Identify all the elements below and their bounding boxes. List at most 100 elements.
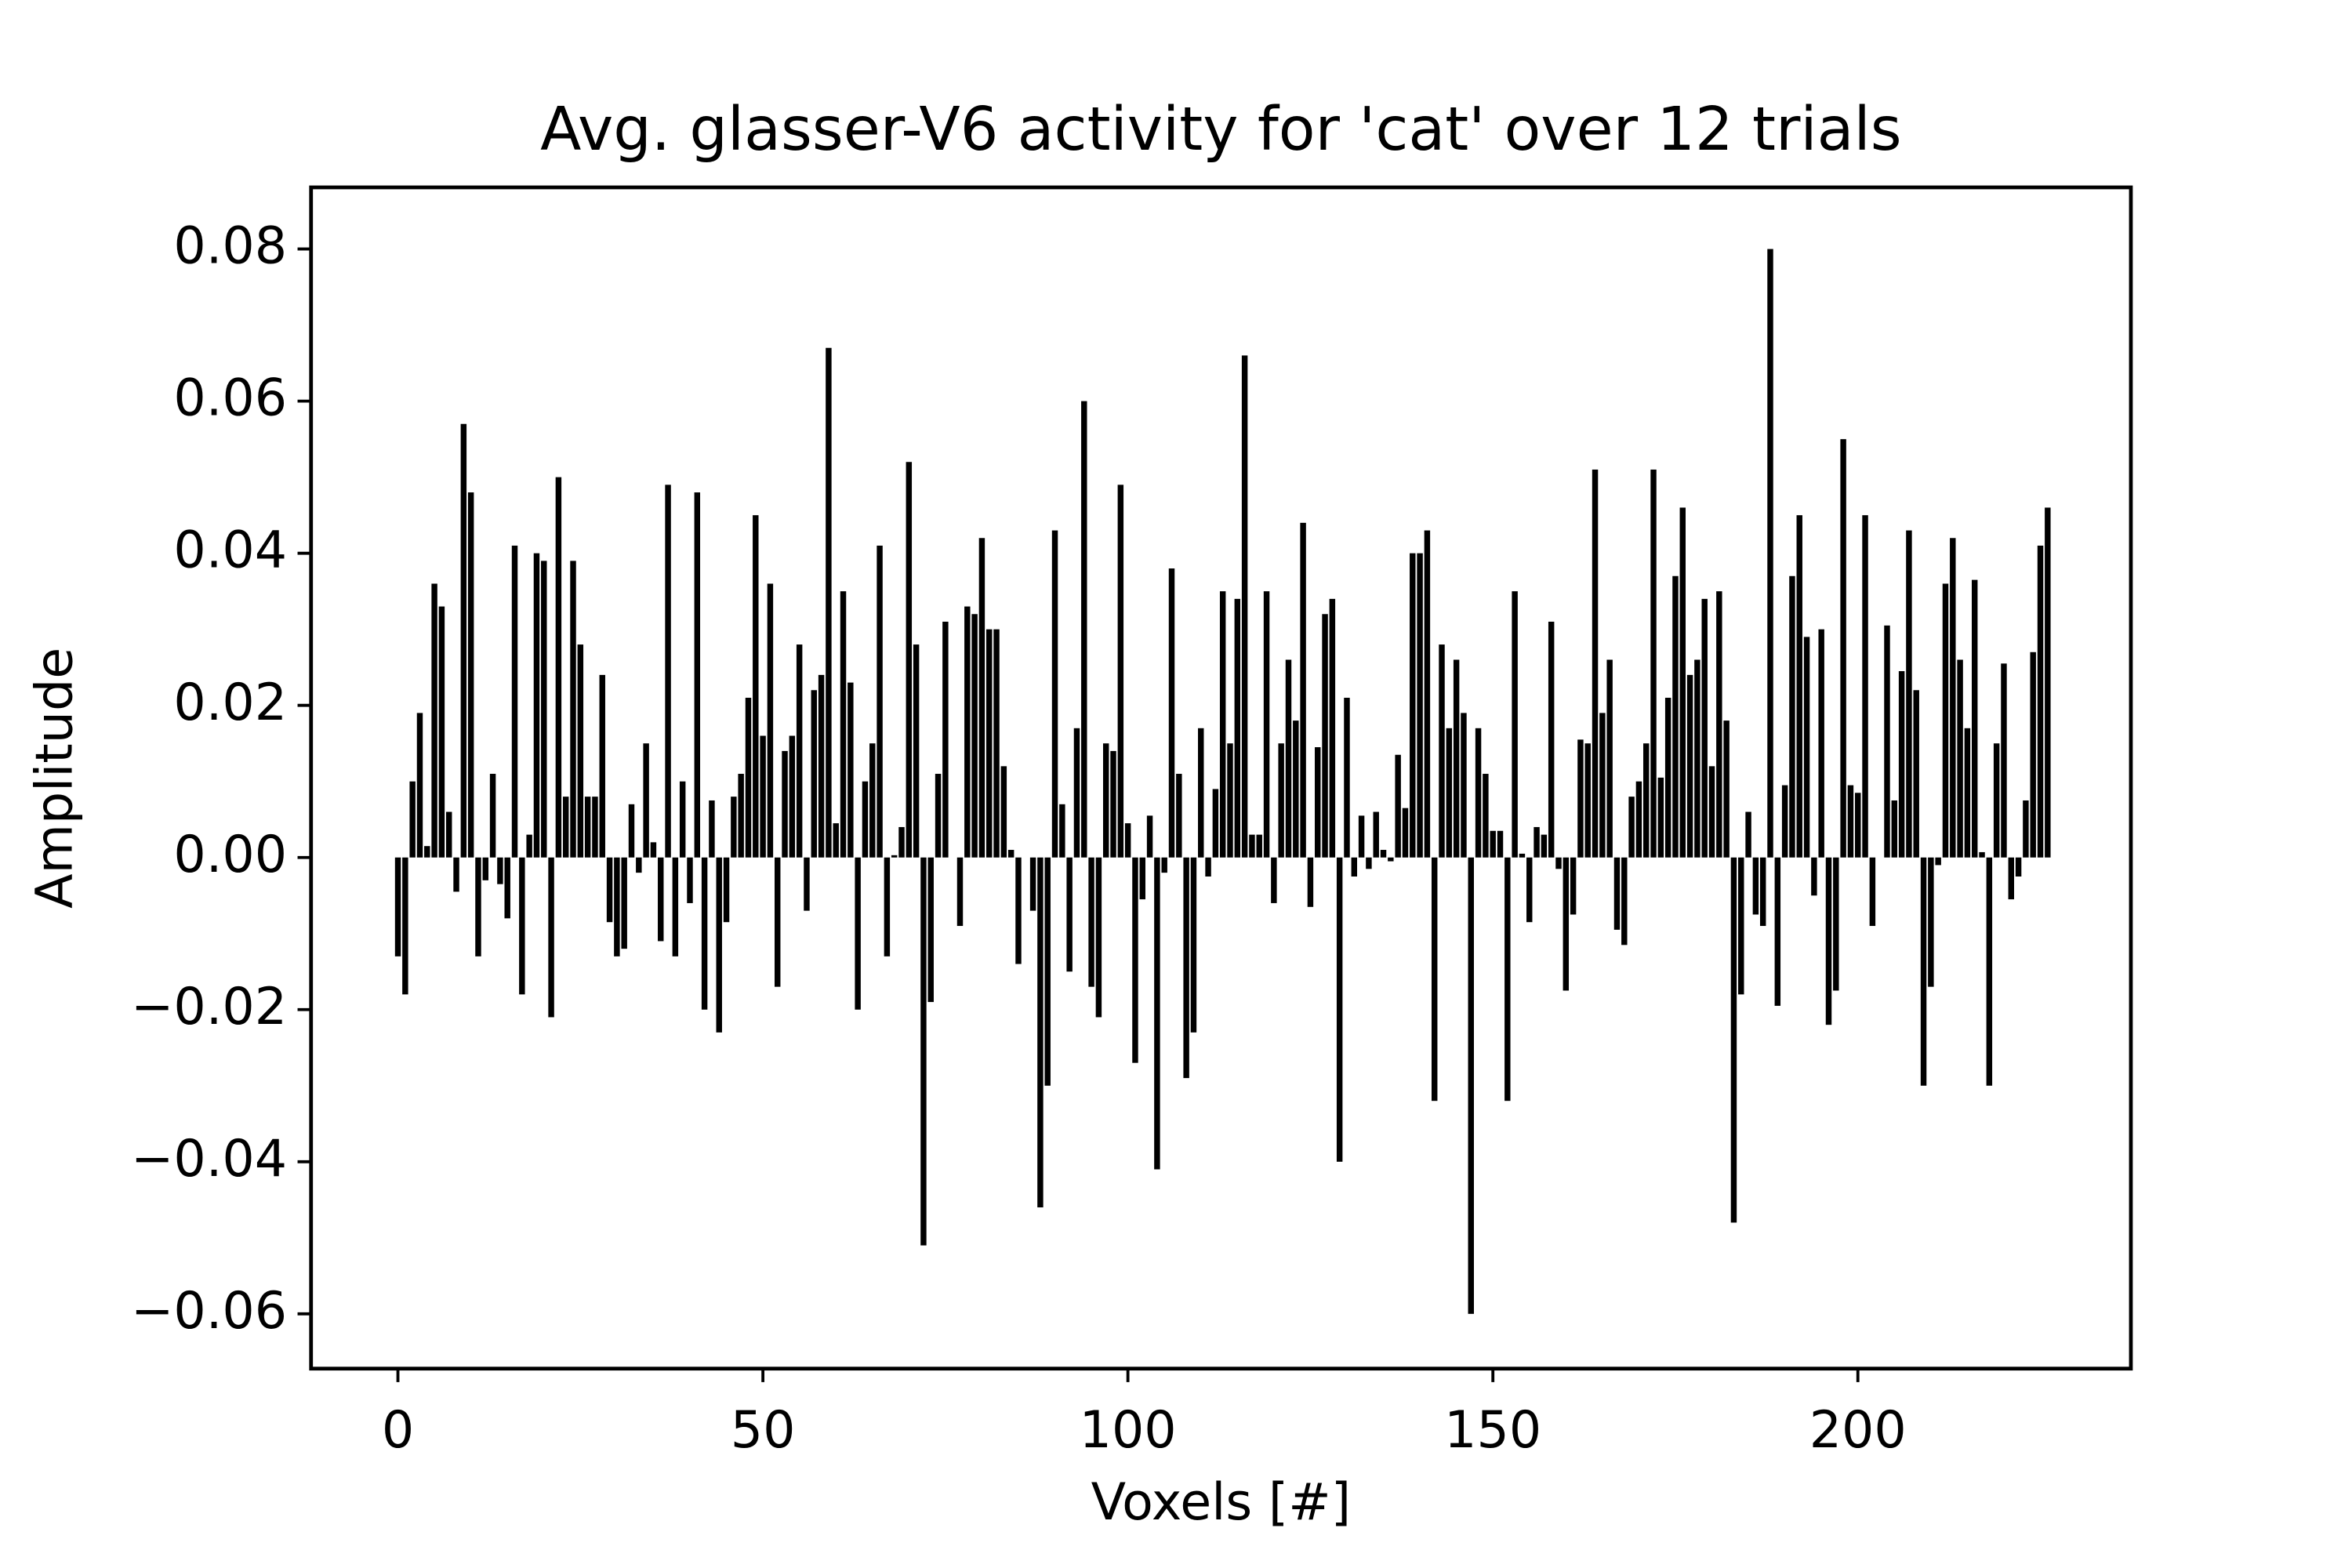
- y-tick-label: −0.02: [131, 978, 287, 1036]
- bar: [1263, 591, 1270, 858]
- bar: [431, 583, 437, 858]
- bar: [1293, 720, 1299, 858]
- bar: [818, 674, 825, 858]
- bar: [570, 561, 576, 858]
- bar: [1526, 857, 1533, 923]
- bar: [1694, 659, 1700, 858]
- bar: [1986, 857, 1993, 1086]
- bar: [1358, 815, 1365, 858]
- bar: [1716, 591, 1722, 858]
- bar: [1219, 591, 1226, 858]
- bar: [1417, 553, 1423, 858]
- bar: [1483, 774, 1489, 858]
- bar: [519, 857, 525, 995]
- bar: [2023, 800, 2029, 858]
- bar: [1796, 515, 1802, 858]
- bar: [1256, 834, 1262, 858]
- bar: [1037, 857, 1044, 1208]
- bar: [2015, 857, 2022, 877]
- bar: [745, 697, 752, 858]
- bar: [1154, 857, 1160, 1170]
- bar: [1891, 800, 1898, 858]
- bar: [1168, 568, 1175, 858]
- bar: [884, 857, 891, 956]
- x-tick-label: 200: [1809, 1401, 1907, 1460]
- bar: [446, 811, 452, 858]
- bar: [1847, 785, 1854, 858]
- bar: [694, 492, 701, 858]
- bar: [394, 857, 401, 956]
- y-tick-label: 0.04: [173, 521, 287, 580]
- bar: [511, 545, 518, 858]
- bar: [1468, 857, 1474, 1314]
- bar: [409, 781, 416, 858]
- bar: [1190, 857, 1197, 1033]
- bar: [971, 614, 978, 858]
- y-axis-label: Amplitude: [26, 648, 85, 909]
- bar: [956, 857, 964, 927]
- bar: [862, 781, 869, 858]
- bar: [1504, 857, 1511, 1102]
- bar: [1855, 793, 1861, 858]
- bar: [1825, 857, 1832, 1025]
- bar: [1351, 857, 1358, 877]
- bar: [1679, 507, 1686, 858]
- bar: [920, 857, 927, 1246]
- bar: [1942, 583, 1949, 858]
- bar: [1051, 530, 1058, 858]
- bar: [1686, 674, 1693, 858]
- bar: [1759, 857, 1766, 927]
- bar: [584, 797, 591, 858]
- bar: [460, 423, 467, 858]
- bar: [1635, 781, 1642, 858]
- bar: [1176, 774, 1182, 858]
- bar: [1979, 851, 1985, 858]
- bar: [1548, 621, 1555, 858]
- bar: [2030, 652, 2036, 858]
- x-tick-label: 150: [1444, 1401, 1541, 1460]
- bar: [913, 644, 920, 858]
- bar: [650, 842, 657, 858]
- bar: [679, 781, 686, 858]
- bar: [424, 846, 430, 858]
- bar: [1906, 530, 1912, 858]
- bar: [774, 857, 781, 987]
- bar: [906, 462, 913, 858]
- bar: [760, 735, 766, 858]
- bar: [621, 857, 627, 949]
- bar: [1898, 671, 1905, 858]
- bar: [1950, 538, 1956, 858]
- bar: [606, 857, 613, 923]
- y-tick-label: 0.00: [173, 826, 287, 884]
- bar: [1300, 522, 1306, 858]
- bar: [1570, 857, 1577, 915]
- bar: [898, 826, 905, 858]
- bar: [1015, 857, 1022, 964]
- x-tick-label: 50: [731, 1401, 796, 1460]
- bar: [1380, 850, 1387, 858]
- bar: [927, 857, 934, 1003]
- bar: [1563, 857, 1570, 991]
- bar: [1599, 713, 1606, 858]
- bar: [1811, 857, 1817, 896]
- bar: [687, 857, 693, 903]
- bar: [672, 857, 679, 956]
- y-tick-label: 0.06: [173, 369, 287, 428]
- bar: [1198, 728, 1204, 858]
- bar: [869, 743, 876, 858]
- y-tick-label: 0.08: [173, 217, 287, 276]
- bar: [1913, 690, 1919, 858]
- bar: [2008, 857, 2014, 900]
- bar: [767, 583, 774, 858]
- bar: [2037, 545, 2044, 858]
- bar: [1373, 811, 1379, 858]
- bar: [1767, 249, 1773, 858]
- bar: [1475, 728, 1482, 858]
- bar: [643, 743, 649, 858]
- y-tick-label: −0.04: [131, 1130, 287, 1189]
- bar: [2001, 663, 2007, 858]
- bar: [2045, 507, 2051, 858]
- bar: [1453, 659, 1460, 858]
- bar: [1315, 747, 1321, 858]
